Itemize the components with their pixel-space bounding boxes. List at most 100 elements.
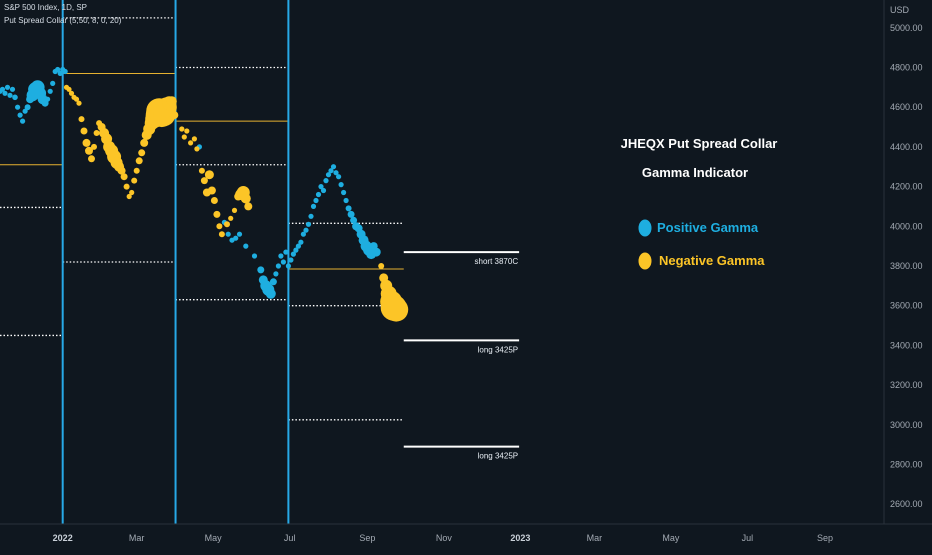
negative-gamma-dot: [170, 111, 179, 120]
positive-gamma-dot: [300, 231, 306, 237]
time-tick-label: Mar: [587, 533, 603, 543]
time-tick-label: 2023: [510, 533, 530, 543]
negative-gamma-dot: [129, 189, 135, 196]
negative-gamma-dot: [140, 138, 149, 147]
price-tick-label: 4400.00: [890, 142, 923, 152]
currency-label: USD: [890, 5, 910, 15]
positive-gamma-dot: [15, 104, 21, 110]
positive-gamma-dot: [323, 178, 329, 184]
negative-gamma-dot: [117, 166, 126, 175]
time-tick-label: Jul: [742, 533, 754, 543]
positive-gamma-dot: [295, 243, 301, 249]
positive-gamma-swatch: [638, 219, 652, 237]
time-axis[interactable]: 2022 Mar May Jul Sep Nov 2023 Mar May Jul Sep: [53, 533, 833, 543]
positive-gamma-dot: [236, 231, 243, 237]
negative-gamma-dot: [88, 155, 95, 163]
positive-gamma-dot: [47, 88, 53, 94]
positive-gamma-dot: [278, 253, 284, 259]
positive-gamma-dot: [341, 189, 347, 196]
negative-gamma-dot: [213, 210, 221, 218]
negative-gamma-dot: [66, 86, 72, 92]
negative-gamma-dot: [78, 116, 85, 123]
positive-gamma-dot: [9, 86, 16, 92]
positive-gamma-dot: [50, 80, 56, 86]
negative-gamma-label: Negative Gamma: [659, 253, 765, 268]
gamma-legend: JHEQX Put Spread Collar Gamma Indicator …: [621, 136, 778, 270]
time-tick-label: Jul: [284, 533, 296, 543]
negative-gamma-dot: [91, 143, 97, 150]
negative-gamma-dot: [216, 223, 223, 230]
price-dots: [0, 66, 409, 322]
positive-gamma-dot: [45, 96, 51, 102]
positive-gamma-dot: [325, 172, 332, 178]
price-axis[interactable]: 5000.00 4800.00 4600.00 4400.00 4200.00 4000.…: [890, 23, 923, 509]
positive-gamma-dot: [269, 278, 277, 286]
positive-gamma-dot: [315, 191, 322, 198]
positive-gamma-dot: [330, 164, 337, 170]
negative-gamma-dot: [194, 146, 200, 152]
negative-gamma-dot: [218, 231, 225, 238]
positive-gamma-dot: [293, 247, 299, 253]
roll-lines: [61, 0, 290, 524]
positive-gamma-dot: [2, 90, 8, 96]
negative-gamma-dot: [191, 136, 197, 142]
positive-gamma-dot: [265, 288, 276, 299]
positive-gamma-label: Positive Gamma: [657, 220, 759, 235]
positive-gamma-dot: [298, 239, 304, 245]
price-tick-label: 4800.00: [890, 62, 923, 72]
positive-gamma-dot: [0, 86, 6, 92]
level-lines: [0, 17, 520, 448]
positive-gamma-dot: [328, 168, 334, 174]
negative-gamma-dot: [240, 193, 251, 204]
price-tick-label: 4600.00: [890, 102, 923, 112]
positive-gamma-dot: [333, 170, 339, 176]
annotations: short 3870C long 3425P long 3425P: [475, 257, 519, 461]
time-tick-label: Sep: [817, 533, 833, 543]
negative-gamma-dot: [126, 193, 132, 200]
positive-gamma-dot: [285, 263, 291, 269]
negative-gamma-dot: [224, 221, 230, 228]
negative-gamma-dot: [131, 177, 138, 184]
negative-gamma-swatch: [638, 252, 652, 270]
negative-gamma-dot: [76, 100, 82, 106]
positive-gamma-dot: [257, 266, 265, 274]
negative-gamma-dot: [120, 173, 128, 181]
negative-gamma-dot: [378, 263, 385, 269]
level-annotation: long 3425P: [478, 452, 518, 461]
negative-gamma-dot: [166, 96, 177, 107]
negative-gamma-dot: [384, 297, 409, 322]
positive-gamma-dot: [345, 205, 352, 212]
positive-gamma-dot: [290, 251, 296, 257]
positive-gamma-dot: [273, 271, 279, 277]
positive-gamma-dot: [24, 104, 31, 111]
indicator-title: Put Spread Collar (5,50, 8, 0, 20): [4, 16, 122, 25]
negative-gamma-dot: [73, 96, 80, 102]
negative-gamma-dot: [231, 207, 238, 213]
positive-gamma-dot: [7, 92, 13, 98]
positive-gamma-dot: [233, 235, 239, 241]
price-tick-label: 2600.00: [890, 499, 923, 509]
negative-gamma-dot: [133, 167, 140, 174]
price-tick-label: 3600.00: [890, 301, 923, 311]
negative-gamma-dot: [244, 202, 253, 211]
time-tick-label: 2022: [53, 533, 73, 543]
negative-gamma-dot: [198, 167, 205, 174]
negative-gamma-dot: [210, 197, 218, 204]
negative-gamma-dot: [138, 149, 146, 157]
positive-gamma-dot: [4, 84, 11, 90]
price-tick-label: 3200.00: [890, 380, 923, 390]
positive-gamma-dot: [347, 210, 355, 218]
negative-gamma-dot: [82, 138, 91, 147]
positive-gamma-dot: [305, 221, 312, 227]
positive-gamma-dot: [55, 66, 61, 73]
legend-title-line1: JHEQX Put Spread Collar: [621, 136, 778, 151]
level-annotation: short 3870C: [475, 257, 519, 266]
negative-gamma-dot: [207, 186, 216, 195]
legend-title-line2: Gamma Indicator: [642, 165, 748, 180]
symbol-title: S&P 500 Index, 1D, SP: [4, 3, 88, 12]
negative-gamma-dot: [123, 183, 130, 190]
negative-gamma-dot: [200, 177, 208, 185]
time-tick-label: May: [662, 533, 680, 543]
